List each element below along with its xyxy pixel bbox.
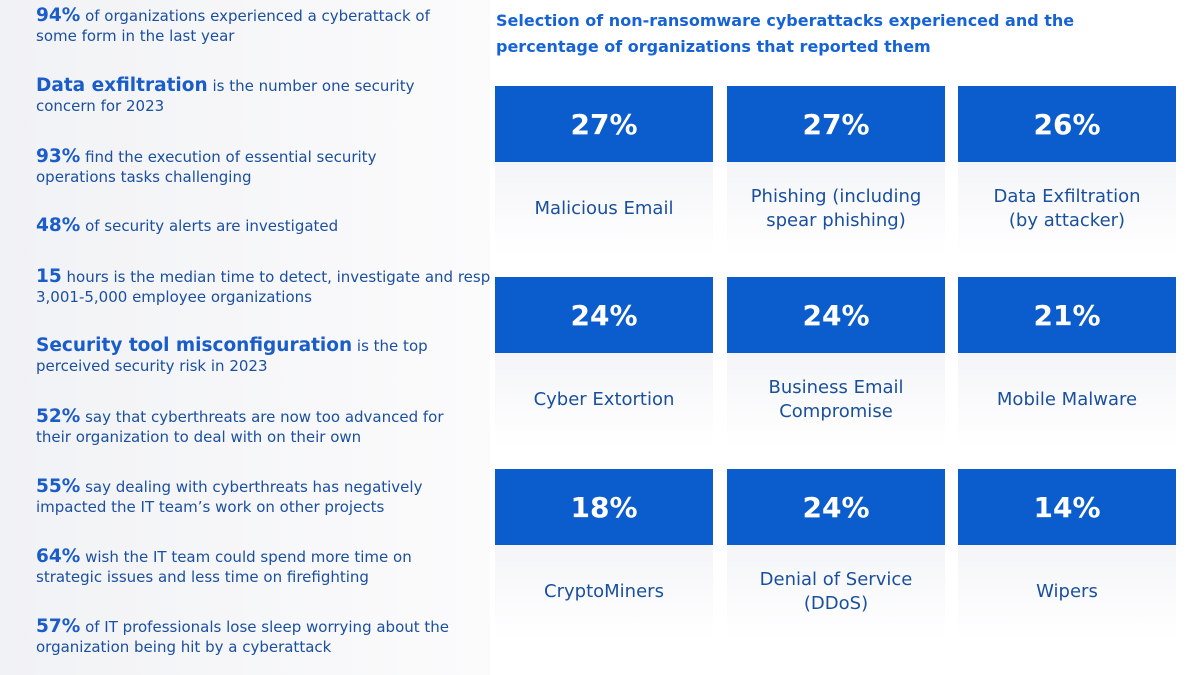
stat-text: is the number one security concern for 2… — [36, 77, 415, 115]
tile: 27% Phishing (including spear phishing) — [727, 86, 945, 256]
stat-item: 93% find the execution of essential secu… — [36, 147, 456, 187]
tile-value: 27% — [727, 86, 945, 162]
tile-value: 18% — [495, 469, 713, 545]
stat-text: is the top perceived security risk in 20… — [36, 337, 428, 375]
tile-value: 21% — [958, 277, 1176, 353]
tile-value: 27% — [495, 86, 713, 162]
tile-label: Cyber Extortion — [495, 353, 713, 447]
stat-item: 64% wish the IT team could spend more ti… — [36, 547, 456, 587]
tile-label: Mobile Malware — [958, 353, 1176, 447]
stat-text: of organizations experienced a cyberatta… — [36, 7, 430, 45]
stat-lead: 55% — [36, 476, 81, 497]
stat-item: Security tool misconfiguration is the to… — [36, 336, 456, 376]
stat-item: 55% say dealing with cyberthreats has ne… — [36, 477, 456, 517]
panel-title: Selection of non-ransomware cyberattacks… — [496, 11, 1075, 56]
stat-text: of security alerts are investigated — [85, 217, 339, 235]
tile: 27% Malicious Email — [495, 86, 713, 256]
stat-lead: 15 — [36, 266, 62, 287]
stat-text: wish the IT team could spend more time o… — [36, 548, 412, 586]
tile: 26% Data Exfiltration (by attacker) — [958, 86, 1176, 256]
tile-value: 24% — [495, 277, 713, 353]
stat-lead: 52% — [36, 406, 81, 427]
tile: 18% CryptoMiners — [495, 469, 713, 639]
tile-label: Phishing (including spear phishing) — [727, 162, 945, 256]
stat-lead: 48% — [36, 215, 81, 236]
stat-item: 15 hours is the median time to detect, i… — [36, 267, 636, 307]
tile-label: CryptoMiners — [495, 545, 713, 639]
tile-label: Data Exfiltration (by attacker) — [958, 162, 1176, 256]
tile: 21% Mobile Malware — [958, 277, 1176, 447]
tile-label: Business Email Compromise — [727, 353, 945, 447]
attack-panel: Selection of non-ransomware cyberattacks… — [490, 0, 1200, 675]
tile-label: Denial of Service (DDoS) — [727, 545, 945, 639]
tile: 24% Business Email Compromise — [727, 277, 945, 447]
tile-value: 26% — [958, 86, 1176, 162]
stat-lead: Data exfiltration — [36, 75, 208, 96]
stat-text: say that cyberthreats are now too advanc… — [36, 408, 444, 446]
tile-label: Wipers — [958, 545, 1176, 639]
stat-lead: 93% — [36, 146, 81, 167]
tile-value: 24% — [727, 277, 945, 353]
tile-value: 24% — [727, 469, 945, 545]
stat-lead: 64% — [36, 546, 81, 567]
tile: 24% Cyber Extortion — [495, 277, 713, 447]
tile: 14% Wipers — [958, 469, 1176, 639]
stat-item: 57% of IT professionals lose sleep worry… — [36, 617, 456, 657]
stat-item: Data exfiltration is the number one secu… — [36, 76, 456, 116]
stat-lead: 57% — [36, 616, 81, 637]
tile-value: 14% — [958, 469, 1176, 545]
tile: 24% Denial of Service (DDoS) — [727, 469, 945, 639]
stat-item: 94% of organizations experienced a cyber… — [36, 6, 456, 46]
stat-lead: Security tool misconfiguration — [36, 335, 353, 356]
stat-item: 48% of security alerts are investigated — [36, 216, 456, 236]
stat-lead: 94% — [36, 5, 81, 26]
stat-text: hours is the median time to detect, inve… — [36, 268, 620, 306]
stat-text: say dealing with cyberthreats has negati… — [36, 478, 423, 516]
stat-text: find the execution of essential security… — [36, 148, 377, 186]
tile-label: Malicious Email — [495, 162, 713, 256]
stat-text: of IT professionals lose sleep worrying … — [36, 618, 450, 656]
stat-item: 52% say that cyberthreats are now too ad… — [36, 407, 456, 447]
